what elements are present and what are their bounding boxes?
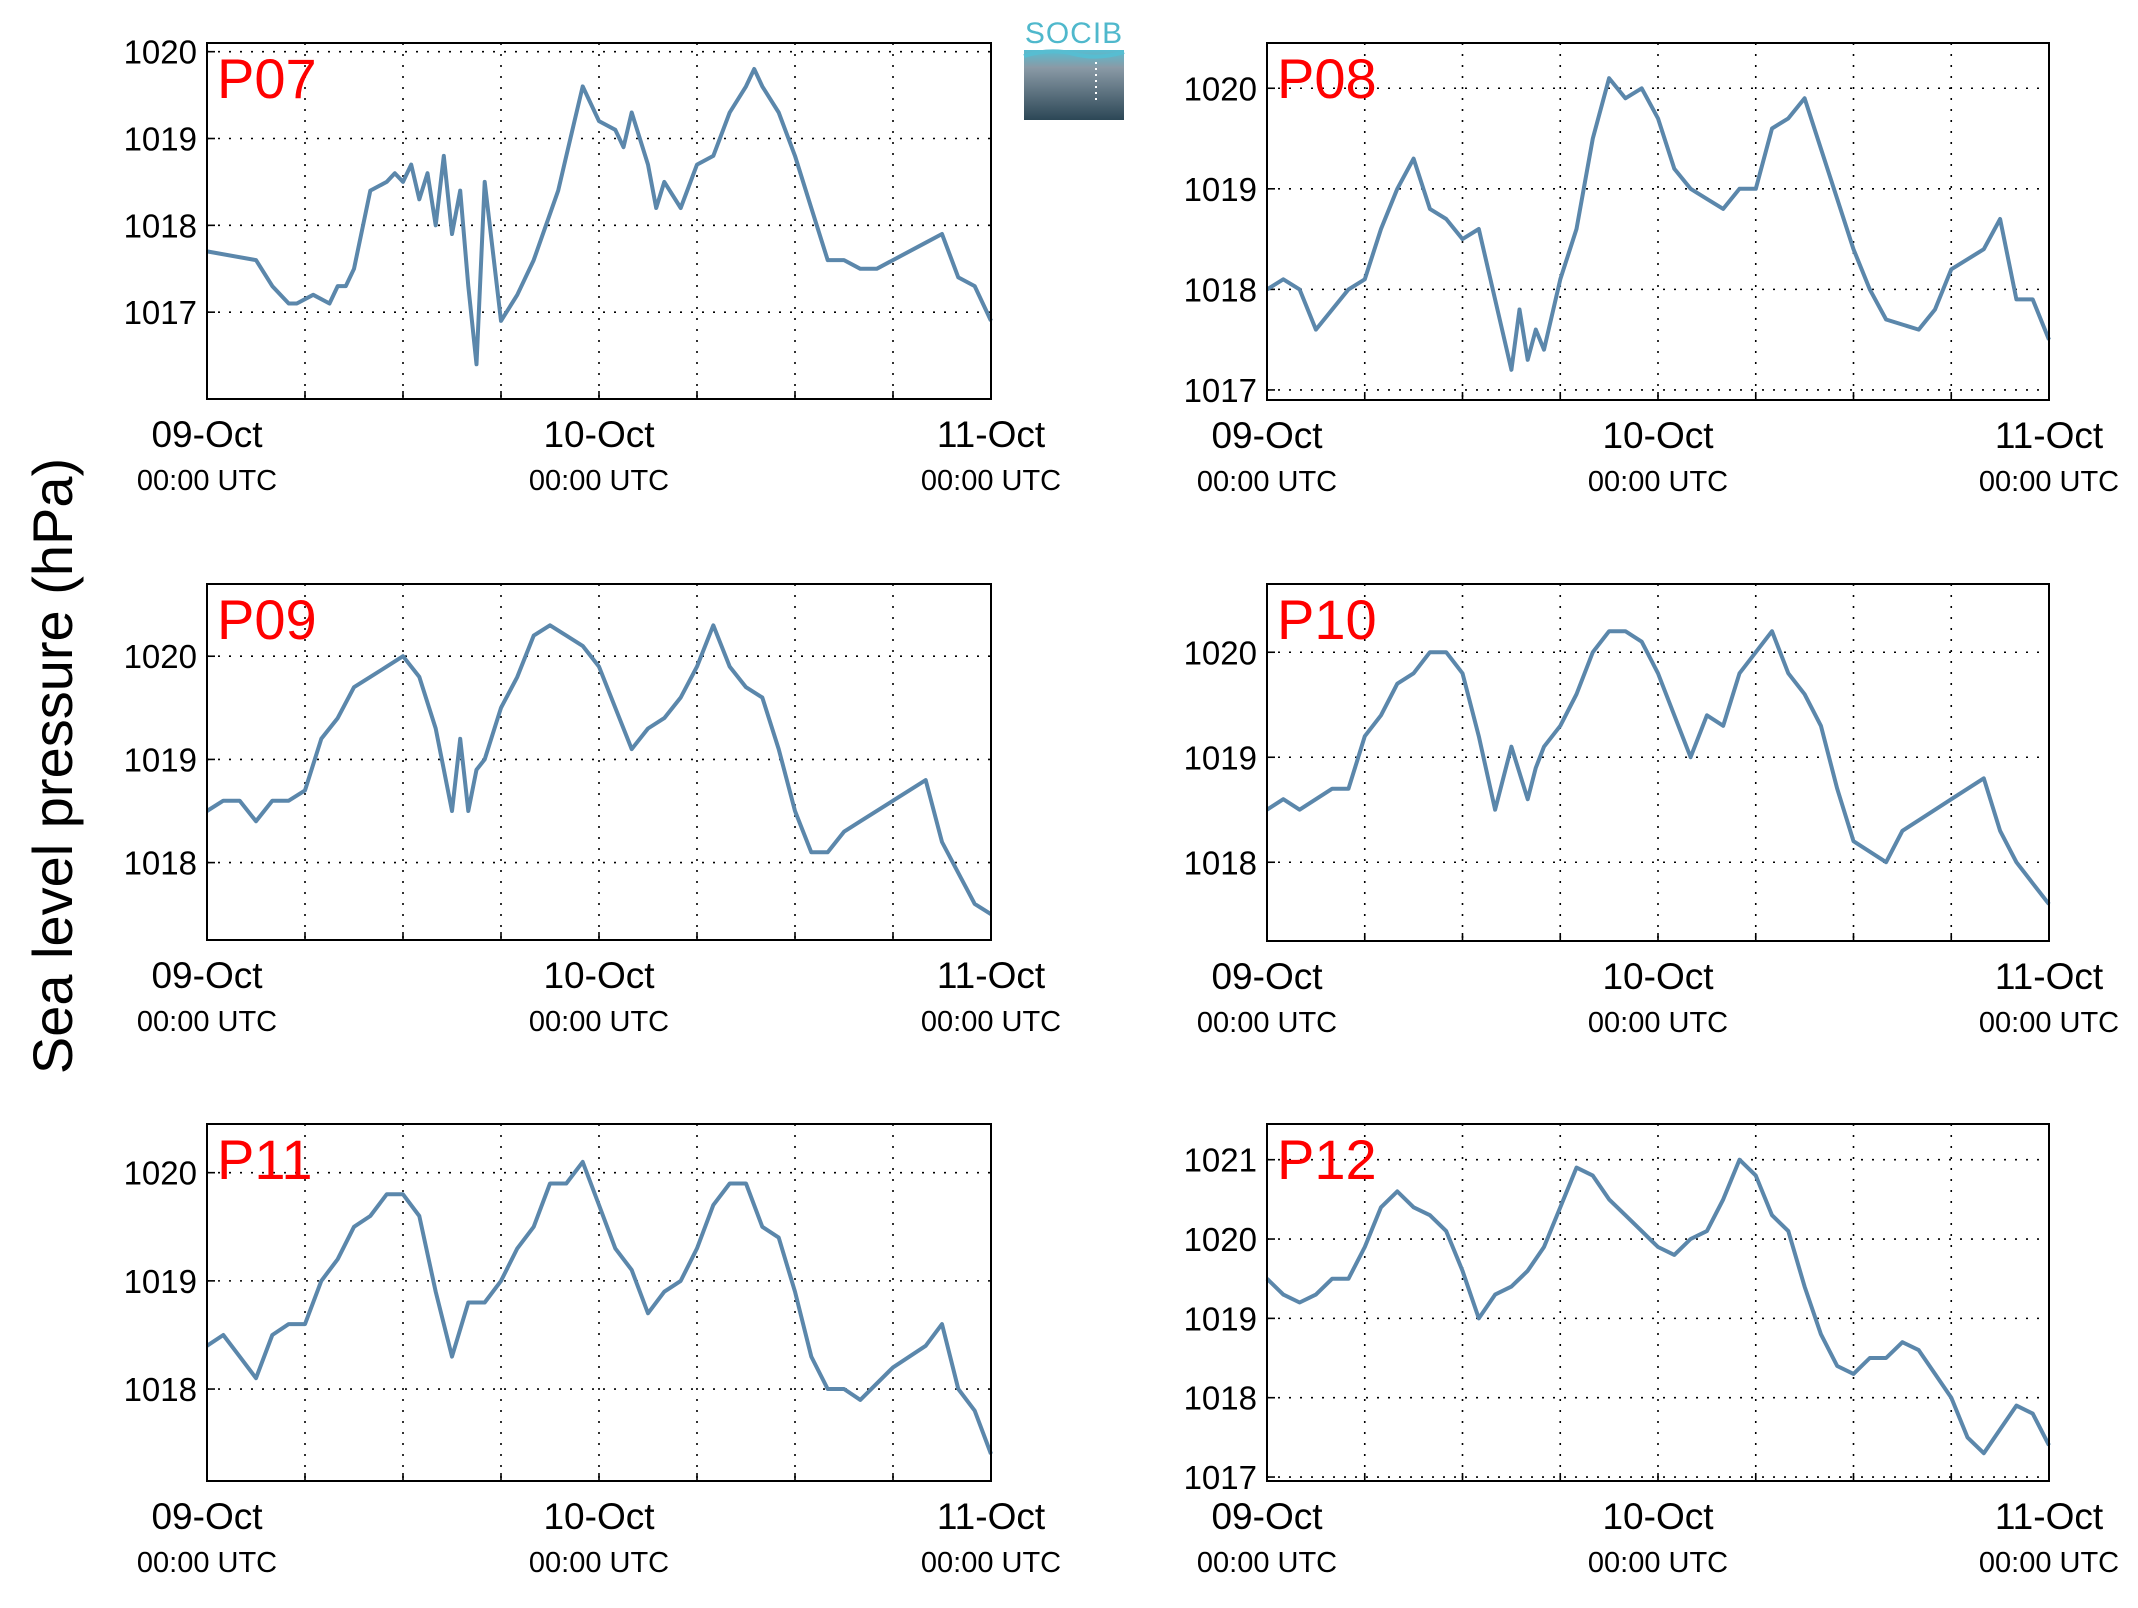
panel-label: P11 bbox=[217, 1128, 312, 1191]
y-tick-label: 1018 bbox=[124, 207, 197, 244]
y-tick-label: 1020 bbox=[1184, 1221, 1257, 1258]
y-tick-label: 1018 bbox=[1184, 844, 1257, 881]
x-tick-time: 00:00 UTC bbox=[1979, 1547, 2119, 1579]
x-tick-time: 00:00 UTC bbox=[1588, 1547, 1728, 1579]
socib-logo-text: SOCIB bbox=[1025, 17, 1123, 50]
x-tick-date: 09-Oct bbox=[1211, 956, 1323, 997]
x-tick-date: 11-Oct bbox=[937, 955, 1046, 996]
panel-p11: 1018 1019 1020 P11 09-Oct 00:00 UTC 10-Oct 00:0… bbox=[124, 1123, 1061, 1579]
plot-frame bbox=[206, 1123, 992, 1482]
y-tick-label: 1019 bbox=[124, 741, 197, 778]
pressure-series-line bbox=[1265, 76, 2051, 372]
x-tick-time: 00:00 UTC bbox=[1197, 1007, 1337, 1039]
y-tick-label: 1017 bbox=[124, 294, 197, 331]
panel-label: P07 bbox=[217, 47, 317, 110]
panel-p12: 1017 1018 1019 1020 1021 P12 09-Oct 00:00 UTC 10… bbox=[1184, 1123, 2119, 1579]
plot-frame bbox=[1266, 42, 2050, 401]
panel-label: P12 bbox=[1277, 1128, 1377, 1191]
y-tick-label: 1020 bbox=[124, 638, 197, 675]
x-tick-date: 09-Oct bbox=[1211, 415, 1323, 456]
y-tick-label: 1021 bbox=[1184, 1142, 1257, 1179]
plot-frame bbox=[206, 583, 992, 941]
x-tick-time: 00:00 UTC bbox=[1979, 1007, 2119, 1039]
x-tick-time: 00:00 UTC bbox=[529, 465, 669, 497]
y-tick-label: 1018 bbox=[1184, 1380, 1257, 1417]
x-tick-time: 00:00 UTC bbox=[137, 1547, 277, 1579]
x-tick-date: 09-Oct bbox=[151, 414, 263, 455]
x-tick-time: 00:00 UTC bbox=[1979, 466, 2119, 498]
y-tick-label: 1020 bbox=[124, 34, 197, 71]
x-tick-time: 00:00 UTC bbox=[1197, 466, 1337, 498]
x-tick-date: 11-Oct bbox=[937, 1496, 1046, 1537]
x-tick-date: 11-Oct bbox=[1995, 956, 2104, 997]
socib-logo: SOCIB bbox=[1023, 17, 1125, 120]
plot-frame bbox=[1266, 583, 2050, 942]
y-tick-label: 1019 bbox=[124, 121, 197, 158]
y-tick-label: 1017 bbox=[1184, 1459, 1257, 1496]
x-tick-time: 00:00 UTC bbox=[137, 465, 277, 497]
socib-logo-block bbox=[1024, 50, 1124, 120]
panel-p07: 1017 1018 1019 1020 P07 09-Oct 00:00 UTC 10-Oct… bbox=[124, 34, 1062, 497]
pressure-series-line bbox=[205, 623, 993, 916]
x-tick-date: 09-Oct bbox=[151, 1496, 263, 1537]
x-tick-date: 11-Oct bbox=[937, 414, 1046, 455]
x-tick-date: 10-Oct bbox=[1602, 1496, 1714, 1537]
panel-label: P08 bbox=[1277, 47, 1377, 110]
x-tick-date: 10-Oct bbox=[543, 955, 655, 996]
y-tick-label: 1020 bbox=[1184, 70, 1257, 107]
pressure-series-line bbox=[1265, 629, 2051, 906]
x-tick-date: 10-Oct bbox=[1602, 956, 1714, 997]
x-tick-time: 00:00 UTC bbox=[137, 1006, 277, 1038]
x-tick-date: 10-Oct bbox=[543, 1496, 655, 1537]
x-tick-time: 00:00 UTC bbox=[921, 1006, 1061, 1038]
y-axis-label: Sea level pressure (hPa) bbox=[21, 458, 84, 1074]
x-tick-date: 11-Oct bbox=[1995, 415, 2104, 456]
y-tick-label: 1019 bbox=[1184, 171, 1257, 208]
socib-logo-wave bbox=[1023, 49, 1125, 59]
x-tick-time: 00:00 UTC bbox=[529, 1006, 669, 1038]
y-tick-label: 1018 bbox=[124, 845, 197, 882]
x-tick-time: 00:00 UTC bbox=[1588, 466, 1728, 498]
plot-frame bbox=[1266, 1123, 2050, 1482]
x-tick-time: 00:00 UTC bbox=[921, 465, 1061, 497]
panel-label: P10 bbox=[1277, 588, 1377, 651]
y-tick-label: 1020 bbox=[124, 1155, 197, 1192]
pressure-series-line bbox=[1265, 1157, 2051, 1456]
x-tick-date: 10-Oct bbox=[1602, 415, 1714, 456]
y-tick-label: 1019 bbox=[124, 1263, 197, 1300]
x-tick-time: 00:00 UTC bbox=[529, 1547, 669, 1579]
panel-p10: 1018 1019 1020 P10 09-Oct 00:00 UTC 10-Oct 00:0… bbox=[1184, 583, 2119, 1039]
y-tick-label: 1020 bbox=[1184, 634, 1257, 671]
x-tick-date: 11-Oct bbox=[1995, 1496, 2104, 1537]
x-tick-date: 09-Oct bbox=[151, 955, 263, 996]
plot-frame bbox=[206, 42, 992, 400]
pressure-series-line bbox=[205, 1159, 993, 1455]
x-tick-date: 10-Oct bbox=[543, 414, 655, 455]
y-tick-label: 1018 bbox=[1184, 271, 1257, 308]
panel-p09: 1018 1019 1020 P09 09-Oct 00:00 UTC 10-Oct 00:0… bbox=[124, 583, 1061, 1038]
y-tick-label: 1018 bbox=[124, 1371, 197, 1408]
pressure-series-line bbox=[206, 67, 993, 367]
y-tick-label: 1017 bbox=[1184, 372, 1257, 409]
x-tick-time: 00:00 UTC bbox=[1197, 1547, 1337, 1579]
panel-label: P09 bbox=[217, 588, 317, 651]
panel-p08: 1017 1018 1019 1020 P08 09-Oct 00:00 UTC 10-Oct… bbox=[1184, 42, 2119, 498]
x-tick-date: 09-Oct bbox=[1211, 1496, 1323, 1537]
y-tick-label: 1019 bbox=[1184, 1300, 1257, 1337]
x-tick-time: 00:00 UTC bbox=[1588, 1007, 1728, 1039]
y-tick-label: 1019 bbox=[1184, 739, 1257, 776]
x-tick-time: 00:00 UTC bbox=[921, 1547, 1061, 1579]
